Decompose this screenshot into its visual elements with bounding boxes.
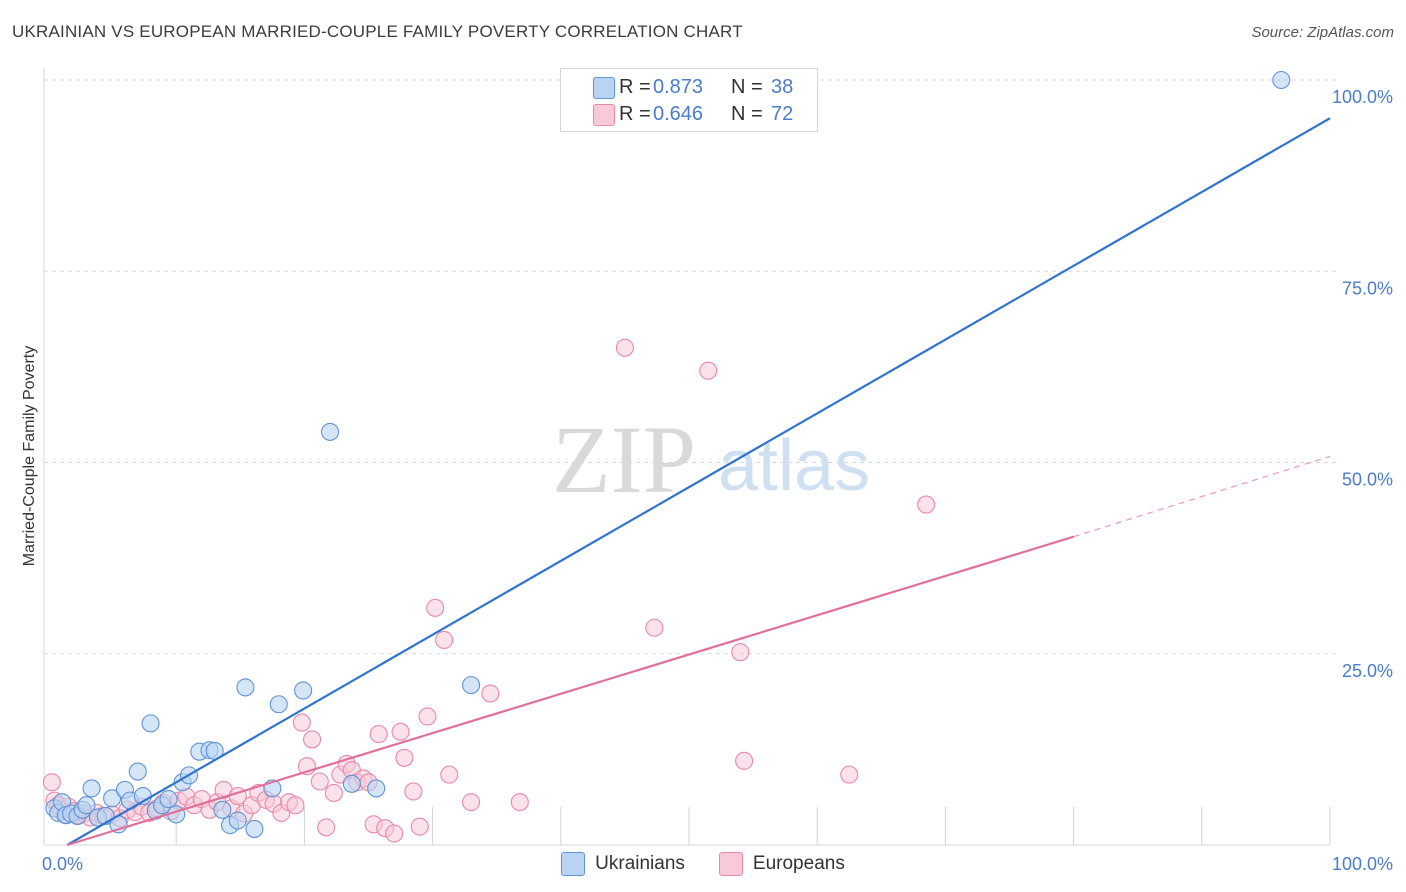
legend-r-label: R = <box>619 102 651 125</box>
european-point <box>735 751 754 770</box>
european-trend-extension <box>1073 455 1331 538</box>
ukrainian-point <box>128 762 147 781</box>
y-tick-label: 25.0% <box>1342 661 1393 681</box>
x-tick-label: 100.0% <box>1332 854 1393 874</box>
chart-title: UKRAINIAN VS EUROPEAN MARRIED-COUPLE FAM… <box>12 22 743 41</box>
ukrainian-point <box>367 779 386 798</box>
european-point <box>42 773 61 792</box>
ukrainian-points <box>45 70 1291 838</box>
correlation-legend: R = 0.873 N = 38 R = 0.646 N = 72 <box>560 68 818 132</box>
ukrainian-point <box>228 811 247 830</box>
european-point <box>418 707 437 726</box>
y-tick-label: 75.0% <box>1342 278 1393 298</box>
ukrainian-point <box>82 779 101 798</box>
legend-r-value: 0.873 <box>653 75 704 98</box>
y-tick-label: 50.0% <box>1342 470 1393 490</box>
legend-row-ukrainians: R = 0.873 N = 38 <box>593 74 794 100</box>
european-points <box>42 338 936 843</box>
ukrainian-point <box>141 714 160 733</box>
european-point <box>840 765 859 784</box>
european-point <box>324 783 343 803</box>
ukrainian-point <box>213 800 232 819</box>
series-legend-ukrainians[interactable]: Ukrainians <box>561 852 685 876</box>
european-point <box>435 630 454 650</box>
european-point <box>292 713 311 732</box>
watermark-atlas: atlas <box>718 426 870 506</box>
european-point <box>369 725 388 744</box>
ukrainian-point <box>294 681 313 700</box>
source-credit: Source: ZipAtlas.com <box>1251 24 1394 41</box>
european-point <box>391 722 410 741</box>
series-label-ukrainians: Ukrainians <box>595 853 685 874</box>
ukrainian-point <box>269 695 288 714</box>
ukrainian-point <box>103 789 122 808</box>
axis-ticks: 25.0% 50.0% 75.0% 100.0% 0.0% 100.0% <box>42 87 1393 874</box>
legend-row-europeans: R = 0.646 N = 72 <box>593 101 794 127</box>
ukrainian-point <box>320 422 340 441</box>
series-legend-europeans[interactable]: Europeans <box>718 852 845 876</box>
series-legend: Ukrainians Europeans <box>0 852 1406 876</box>
european-point <box>395 748 414 767</box>
ukrainian-point <box>1272 70 1291 90</box>
european-point <box>731 643 750 662</box>
y-tick-label: 100.0% <box>1332 87 1393 107</box>
european-point <box>303 730 322 749</box>
ukrainian-point <box>245 819 264 838</box>
ukrainian-point <box>342 774 361 793</box>
european-point <box>917 495 936 514</box>
ukrainian-point <box>236 678 255 697</box>
legend-swatch-europeans <box>593 104 615 126</box>
european-point <box>310 772 329 791</box>
legend-r-value: 0.646 <box>653 102 704 125</box>
european-point <box>615 338 634 357</box>
series-swatch-europeans <box>718 852 743 876</box>
european-point <box>481 684 500 703</box>
european-point <box>440 765 459 784</box>
watermark: ZIP atlas <box>552 406 870 513</box>
european-point <box>317 818 336 837</box>
ukrainian-point <box>462 676 481 695</box>
european-trend-line <box>66 535 1074 847</box>
european-point <box>699 361 718 380</box>
european-point <box>426 598 445 617</box>
european-point <box>385 824 404 843</box>
watermark-zip: ZIP <box>552 406 696 513</box>
legend-r-label: R = <box>619 75 651 98</box>
series-label-europeans: Europeans <box>752 853 845 874</box>
grid <box>43 68 1340 846</box>
ukrainian-point <box>159 790 178 809</box>
legend-swatch-ukrainians <box>593 77 615 99</box>
legend-n-label: N = <box>731 75 763 98</box>
ukrainian-trend-line <box>66 117 1331 846</box>
european-point <box>286 796 305 815</box>
european-point <box>462 793 481 812</box>
x-tick-label: 0.0% <box>42 854 83 874</box>
european-point <box>404 782 423 801</box>
series-swatch-ukrainians <box>561 852 586 876</box>
european-point <box>410 817 429 836</box>
ukrainian-point <box>77 796 96 815</box>
legend-n-value: 38 <box>771 75 794 98</box>
european-point <box>510 793 529 812</box>
european-point <box>645 618 664 637</box>
trend-lines <box>66 117 1331 847</box>
legend-n-label: N = <box>731 102 763 125</box>
legend-n-value: 72 <box>771 102 794 125</box>
